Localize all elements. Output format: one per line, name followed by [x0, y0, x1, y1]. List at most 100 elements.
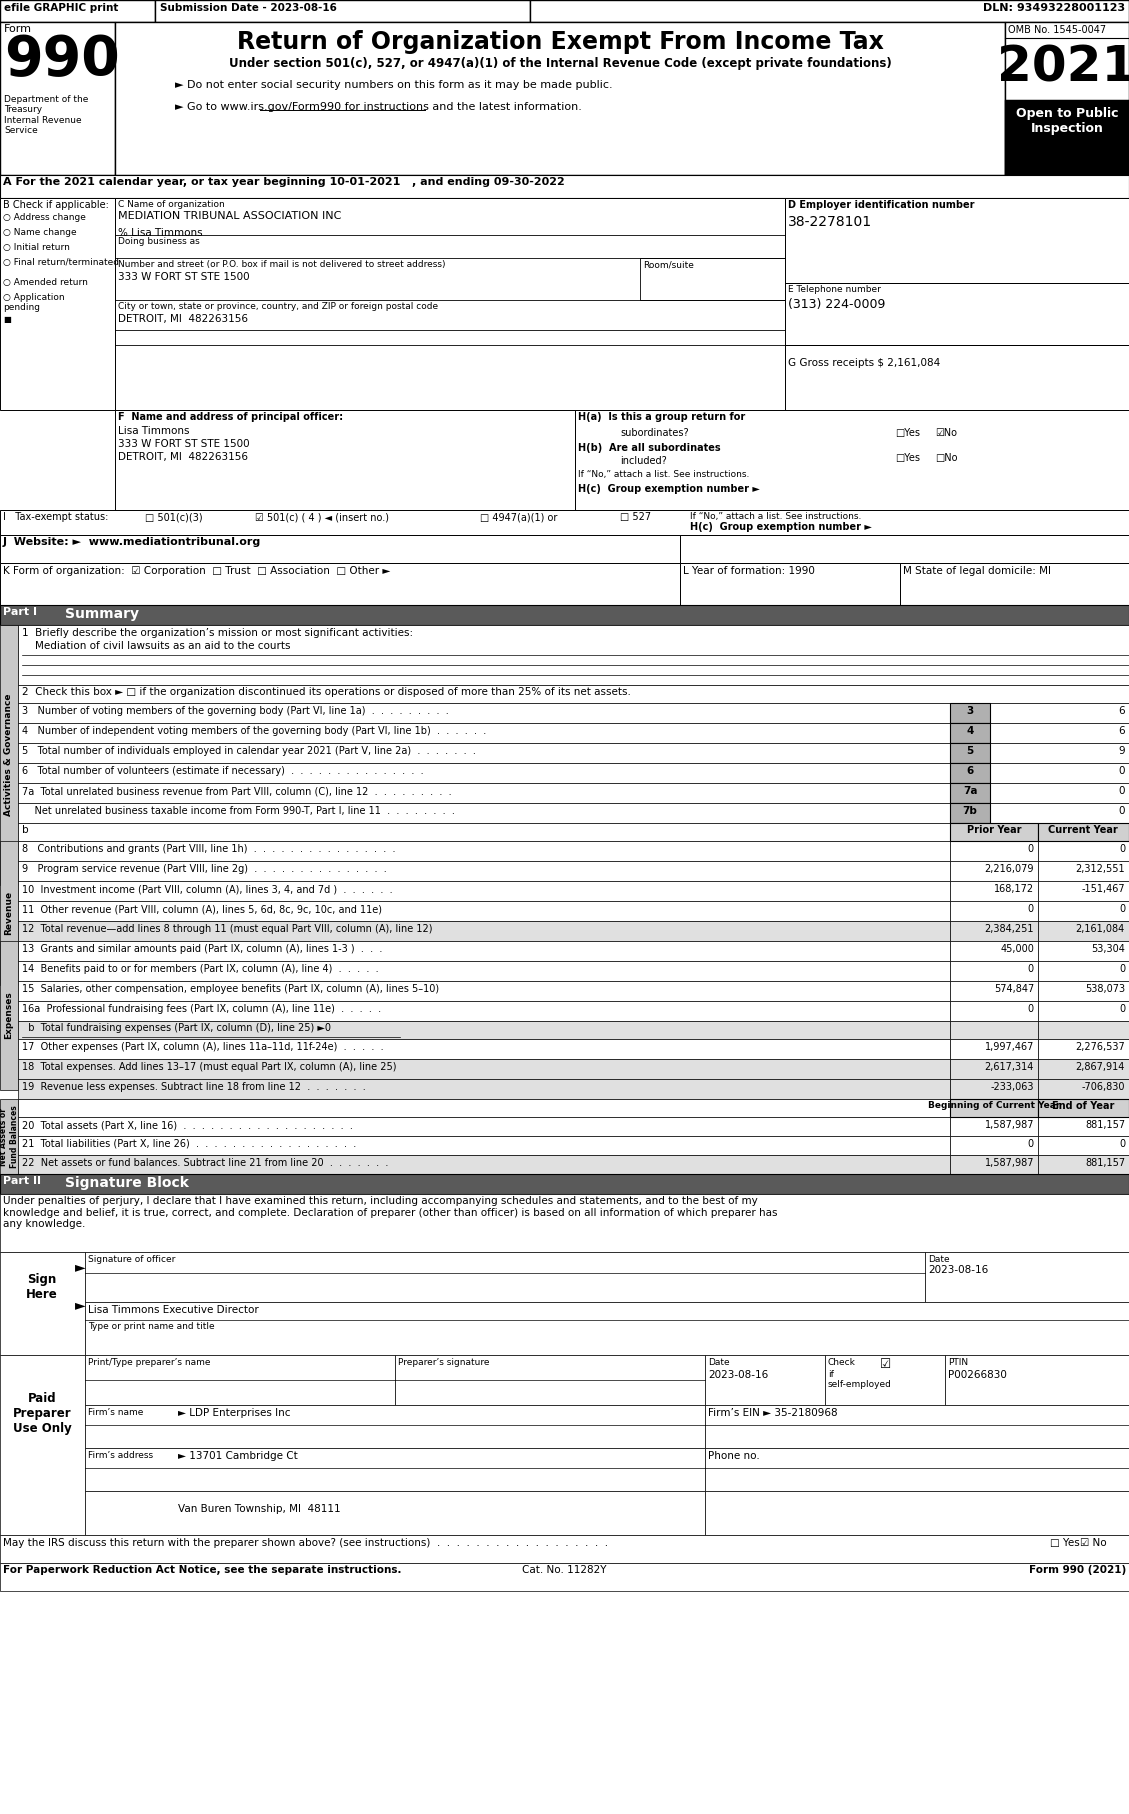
- Text: Paid
Preparer
Use Only: Paid Preparer Use Only: [12, 1391, 71, 1435]
- Text: Revenue: Revenue: [5, 891, 14, 934]
- Bar: [949, 804, 990, 824]
- Bar: [1038, 842, 1129, 862]
- Bar: [949, 1001, 1038, 1021]
- Bar: [85, 1448, 704, 1491]
- Text: 18  Total expenses. Add lines 13–17 (must equal Part IX, column (A), line 25): 18 Total expenses. Add lines 13–17 (must…: [21, 1061, 396, 1072]
- Bar: [18, 724, 949, 744]
- Bar: [85, 1302, 1129, 1355]
- Bar: [949, 784, 990, 804]
- Bar: [785, 345, 1129, 410]
- Bar: [0, 198, 115, 410]
- Bar: [85, 1406, 704, 1448]
- Text: L Year of formation: 1990: L Year of formation: 1990: [683, 566, 815, 577]
- Bar: [18, 862, 949, 882]
- Text: ► LDP Enterprises Inc: ► LDP Enterprises Inc: [178, 1408, 290, 1419]
- Text: ○ Initial return: ○ Initial return: [3, 243, 70, 252]
- Text: □ Yes: □ Yes: [1050, 1538, 1079, 1547]
- Text: 0: 0: [1119, 805, 1124, 816]
- Bar: [1038, 1117, 1129, 1136]
- Text: □Yes: □Yes: [895, 428, 920, 437]
- Bar: [395, 1355, 704, 1406]
- Text: b  Total fundraising expenses (Part IX, column (D), line 25) ►0: b Total fundraising expenses (Part IX, c…: [21, 1023, 331, 1032]
- Text: 0: 0: [1119, 903, 1124, 914]
- Text: Date: Date: [708, 1359, 729, 1368]
- Text: Form 990 (2021): Form 990 (2021): [1029, 1565, 1126, 1575]
- Bar: [18, 941, 949, 961]
- Text: 333 W FORT ST STE 1500: 333 W FORT ST STE 1500: [119, 272, 250, 281]
- Text: □Yes: □Yes: [895, 454, 920, 463]
- Text: Beginning of Current Year: Beginning of Current Year: [928, 1101, 1060, 1110]
- Text: 538,073: 538,073: [1085, 983, 1124, 994]
- Bar: [825, 1355, 945, 1406]
- Text: 1  Briefly describe the organization’s mission or most significant activities:: 1 Briefly describe the organization’s mi…: [21, 628, 413, 639]
- Bar: [0, 1564, 1129, 1591]
- Text: 2021: 2021: [997, 44, 1129, 91]
- Bar: [949, 1117, 1038, 1136]
- Bar: [1038, 1079, 1129, 1099]
- Bar: [0, 174, 1129, 198]
- Bar: [949, 1079, 1038, 1099]
- Bar: [18, 1136, 949, 1156]
- Text: ►: ►: [75, 1299, 86, 1312]
- Text: I   Tax-exempt status:: I Tax-exempt status:: [3, 512, 108, 522]
- Bar: [949, 862, 1038, 882]
- Text: 0: 0: [1027, 844, 1034, 854]
- Text: Mediation of civil lawsuits as an aid to the courts: Mediation of civil lawsuits as an aid to…: [35, 640, 290, 651]
- Bar: [530, 0, 1129, 22]
- Text: 0: 0: [1119, 785, 1124, 796]
- Bar: [680, 562, 900, 606]
- Bar: [949, 981, 1038, 1001]
- Text: 13  Grants and similar amounts paid (Part IX, column (A), lines 1-3 )  .  .  .: 13 Grants and similar amounts paid (Part…: [21, 943, 383, 954]
- Bar: [704, 1448, 1129, 1491]
- Bar: [990, 764, 1129, 784]
- Bar: [949, 744, 990, 764]
- Text: Department of the
Treasury
Internal Revenue
Service: Department of the Treasury Internal Reve…: [5, 94, 88, 136]
- Bar: [1038, 1059, 1129, 1079]
- Text: ○ Amended return: ○ Amended return: [3, 278, 88, 287]
- Bar: [949, 902, 1038, 922]
- Bar: [0, 1252, 85, 1355]
- Text: Net unrelated business taxable income from Form 990-T, Part I, line 11  .  .  . : Net unrelated business taxable income fr…: [21, 805, 455, 816]
- Text: 0: 0: [1119, 963, 1124, 974]
- Bar: [704, 1406, 1129, 1448]
- Text: 15  Salaries, other compensation, employee benefits (Part IX, column (A), lines : 15 Salaries, other compensation, employe…: [21, 983, 439, 994]
- Text: 16a  Professional fundraising fees (Part IX, column (A), line 11e)  .  .  .  .  : 16a Professional fundraising fees (Part …: [21, 1003, 382, 1014]
- Bar: [0, 0, 1129, 22]
- Bar: [1038, 922, 1129, 941]
- Text: 2,276,537: 2,276,537: [1075, 1041, 1124, 1052]
- Text: 19  Revenue less expenses. Subtract line 18 from line 12  .  .  .  .  .  .  .: 19 Revenue less expenses. Subtract line …: [21, 1081, 366, 1092]
- Bar: [85, 1491, 704, 1535]
- Bar: [785, 283, 1129, 345]
- Text: 0: 0: [1119, 1139, 1124, 1148]
- Bar: [1038, 981, 1129, 1001]
- Text: 881,157: 881,157: [1085, 1157, 1124, 1168]
- Bar: [18, 804, 949, 824]
- Bar: [18, 902, 949, 922]
- Text: efile GRAPHIC print: efile GRAPHIC print: [5, 4, 119, 13]
- Text: For Paperwork Reduction Act Notice, see the separate instructions.: For Paperwork Reduction Act Notice, see …: [3, 1565, 402, 1575]
- Text: Check: Check: [828, 1359, 856, 1368]
- Text: 21  Total liabilities (Part X, line 26)  .  .  .  .  .  .  .  .  .  .  .  .  .  : 21 Total liabilities (Part X, line 26) .…: [21, 1139, 357, 1148]
- Text: Van Buren Township, MI  48111: Van Buren Township, MI 48111: [178, 1504, 341, 1515]
- Text: H(c)  Group exemption number ►: H(c) Group exemption number ►: [690, 522, 872, 532]
- Text: Part II: Part II: [3, 1175, 41, 1186]
- Bar: [949, 842, 1038, 862]
- Text: Lisa Timmons: Lisa Timmons: [119, 426, 190, 435]
- Text: Print/Type preparer’s name: Print/Type preparer’s name: [88, 1359, 210, 1368]
- Bar: [1038, 1001, 1129, 1021]
- Bar: [1038, 961, 1129, 981]
- Text: 2,216,079: 2,216,079: [984, 863, 1034, 874]
- Bar: [1038, 1039, 1129, 1059]
- Text: 8   Contributions and grants (Part VIII, line 1h)  .  .  .  .  .  .  .  .  .  . : 8 Contributions and grants (Part VIII, l…: [21, 844, 395, 854]
- Bar: [925, 1252, 1129, 1302]
- Text: □No: □No: [935, 454, 957, 463]
- Text: ■: ■: [3, 316, 11, 325]
- Bar: [680, 535, 1129, 562]
- Text: 168,172: 168,172: [994, 883, 1034, 894]
- Text: 9   Program service revenue (Part VIII, line 2g)  .  .  .  .  .  .  .  .  .  .  : 9 Program service revenue (Part VIII, li…: [21, 863, 387, 874]
- Bar: [949, 824, 1038, 842]
- Text: b: b: [21, 825, 28, 834]
- Text: 6: 6: [1119, 726, 1124, 736]
- Text: A For the 2021 calendar year, or tax year beginning 10-01-2021   , and ending 09: A For the 2021 calendar year, or tax yea…: [3, 178, 564, 187]
- Text: 2,312,551: 2,312,551: [1076, 863, 1124, 874]
